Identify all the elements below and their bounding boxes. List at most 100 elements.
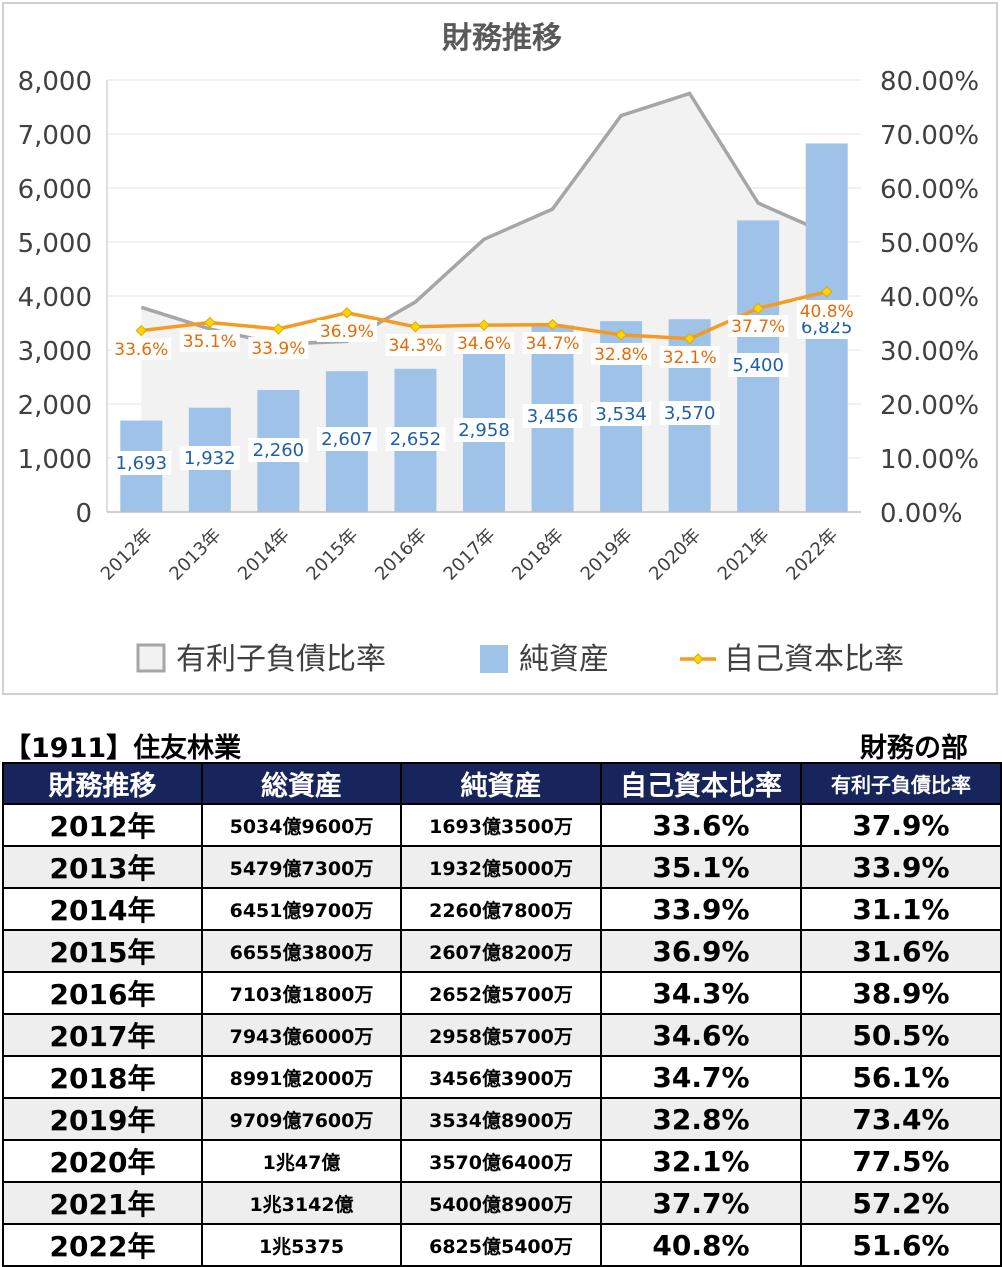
table-row: 2020年 1兆47億 3570億6400万 32.1% 77.5%: [2, 1139, 1002, 1183]
equity-ratio-data-label: 32.1%: [663, 348, 717, 368]
x-tick-label: 2015年: [302, 525, 362, 585]
cell-equity-ratio: 33.9%: [600, 887, 802, 931]
cell-total-assets: 6451億9700万: [201, 887, 402, 931]
company-name: 【1911】住友林業: [4, 733, 242, 764]
right-tick-label: 30.00%: [880, 337, 979, 367]
cell-equity-ratio: 34.6%: [600, 1013, 802, 1057]
cell-total-assets: 1兆5375: [201, 1223, 402, 1267]
header-debt-ratio: 有利子負債比率: [800, 762, 1002, 805]
cell-net-assets: 1693億3500万: [400, 803, 602, 847]
x-tick-label: 2014年: [234, 525, 294, 585]
header-net-assets: 純資産: [400, 762, 602, 805]
table-header-row: 財務推移 総資産 純資産 自己資本比率 有利子負債比率: [2, 762, 1002, 805]
equity-ratio-point: [478, 319, 490, 331]
cell-year: 2018年: [2, 1055, 203, 1099]
cell-year: 2020年: [2, 1139, 203, 1183]
financial-table: 財務推移 総資産 純資産 自己資本比率 有利子負債比率 2012年 5034億96…: [2, 762, 1002, 1267]
left-tick-label: 7,000: [18, 121, 92, 151]
net-assets-data-label: 3,534: [595, 404, 647, 425]
cell-year: 2014年: [2, 887, 203, 931]
cell-year: 2022年: [2, 1223, 203, 1267]
equity-ratio-label-bg: [248, 337, 309, 359]
cell-year: 2013年: [2, 845, 203, 889]
equity-ratio-data-label: 33.9%: [251, 339, 305, 359]
net-assets-label-bg: [316, 427, 377, 451]
cell-debt-ratio: 50.5%: [800, 1013, 1002, 1057]
cell-equity-ratio: 34.7%: [600, 1055, 802, 1099]
net-assets-data-label: 6,825: [801, 317, 853, 338]
net-assets-data-label: 5,400: [732, 355, 784, 376]
net-assets-data-label: 3,456: [527, 406, 579, 427]
legend-label-equity-ratio: 自己資本比率: [724, 642, 904, 677]
debt-ratio-area-fill: [141, 93, 827, 512]
net-assets-data-label: 2,652: [390, 429, 442, 450]
legend-marker-equity-ratio: [692, 653, 704, 665]
cell-total-assets: 7103億1800万: [201, 971, 402, 1015]
right-tick-label: 10.00%: [880, 445, 979, 475]
cell-equity-ratio: 32.1%: [600, 1139, 802, 1183]
x-tick-label: 2017年: [440, 525, 500, 585]
equity-ratio-data-label: 33.6%: [114, 340, 168, 360]
right-tick-label: 40.00%: [880, 283, 979, 313]
equity-ratio-label-bg: [454, 332, 514, 354]
cell-equity-ratio: 35.1%: [600, 845, 802, 889]
chart-container: 財務推移 0 1,000 2,000 3,000 4,000 5,000 6,000 7,000…: [2, 2, 998, 695]
table-row: 2013年 5479億7300万 1932億5000万 35.1% 33.9%: [2, 845, 1002, 889]
equity-ratio-point: [204, 316, 216, 329]
legend-swatch-net-assets: [480, 645, 508, 673]
cell-debt-ratio: 73.4%: [800, 1097, 1002, 1141]
cell-net-assets: 6825億5400万: [400, 1223, 602, 1267]
cell-year: 2019年: [2, 1097, 203, 1141]
right-tick-label: 20.00%: [880, 391, 979, 421]
legend-label-debt-ratio: 有利子負債比率: [176, 642, 386, 677]
left-tick-label: 8,000: [18, 67, 92, 97]
section-title: 財務の部: [860, 733, 968, 764]
net-assets-data-label: 3,570: [664, 403, 716, 424]
cell-debt-ratio: 77.5%: [800, 1139, 1002, 1183]
cell-debt-ratio: 37.9%: [800, 803, 1002, 847]
cell-total-assets: 1兆47億: [201, 1139, 402, 1183]
legend-label-net-assets: 純資産: [519, 642, 609, 677]
cell-equity-ratio: 37.7%: [600, 1181, 802, 1225]
chart-title: 財務推移: [442, 21, 562, 56]
cell-debt-ratio: 31.1%: [800, 887, 1002, 931]
table-row: 2015年 6655億3800万 2607億8200万 36.9% 31.6%: [2, 929, 1002, 973]
net-assets-label-bg: [591, 402, 652, 426]
left-tick-label: 0: [75, 499, 92, 529]
equity-ratio-data-label: 35.1%: [183, 332, 237, 352]
net-assets-label-bg: [728, 353, 789, 377]
legend-swatch-debt-ratio: [136, 643, 166, 673]
cell-net-assets: 1932億5000万: [400, 845, 602, 889]
table-row: 2012年 5034億9600万 1693億3500万 33.6% 37.9%: [2, 803, 1002, 847]
net-assets-data-label: 1,693: [116, 453, 168, 474]
equity-ratio-data-label: 34.6%: [457, 334, 511, 354]
net-assets-label-bg: [522, 404, 583, 428]
equity-ratio-label-bg: [659, 346, 720, 368]
equity-ratio-label-bg: [591, 343, 652, 365]
cell-net-assets: 3456億3900万: [400, 1055, 602, 1099]
right-tick-label: 0.00%: [880, 499, 963, 529]
cell-equity-ratio: 34.3%: [600, 971, 802, 1015]
equity-ratio-point: [615, 329, 627, 341]
x-tick-label: 2019年: [577, 525, 637, 585]
cell-net-assets: 2652億5700万: [400, 971, 602, 1015]
left-tick-label: 1,000: [18, 445, 92, 475]
cell-debt-ratio: 33.9%: [800, 845, 1002, 889]
x-tick-label: 2020年: [645, 525, 705, 585]
net-assets-label-bg: [111, 451, 172, 475]
table-row: 2017年 7943億6000万 2958億5700万 34.6% 50.5%: [2, 1013, 1002, 1057]
equity-ratio-data-label: 40.8%: [800, 302, 854, 322]
table-row: 2021年 1兆3142億 5400億8900万 37.7% 57.2%: [2, 1181, 1002, 1225]
net-assets-label-bg: [248, 438, 309, 462]
cell-total-assets: 7943億6000万: [201, 1013, 402, 1057]
right-tick-label: 50.00%: [880, 229, 979, 259]
equity-ratio-label-bg: [316, 320, 377, 342]
equity-ratio-point: [272, 323, 285, 335]
equity-ratio-point: [341, 307, 353, 319]
header-total-assets: 総資産: [201, 762, 402, 805]
equity-ratio-data-label: 36.9%: [320, 322, 374, 342]
left-tick-label: 4,000: [18, 283, 92, 313]
net-assets-data-label: 1,932: [184, 448, 236, 469]
equity-ratio-point: [546, 318, 559, 331]
x-tick-label: 2018年: [508, 525, 568, 585]
